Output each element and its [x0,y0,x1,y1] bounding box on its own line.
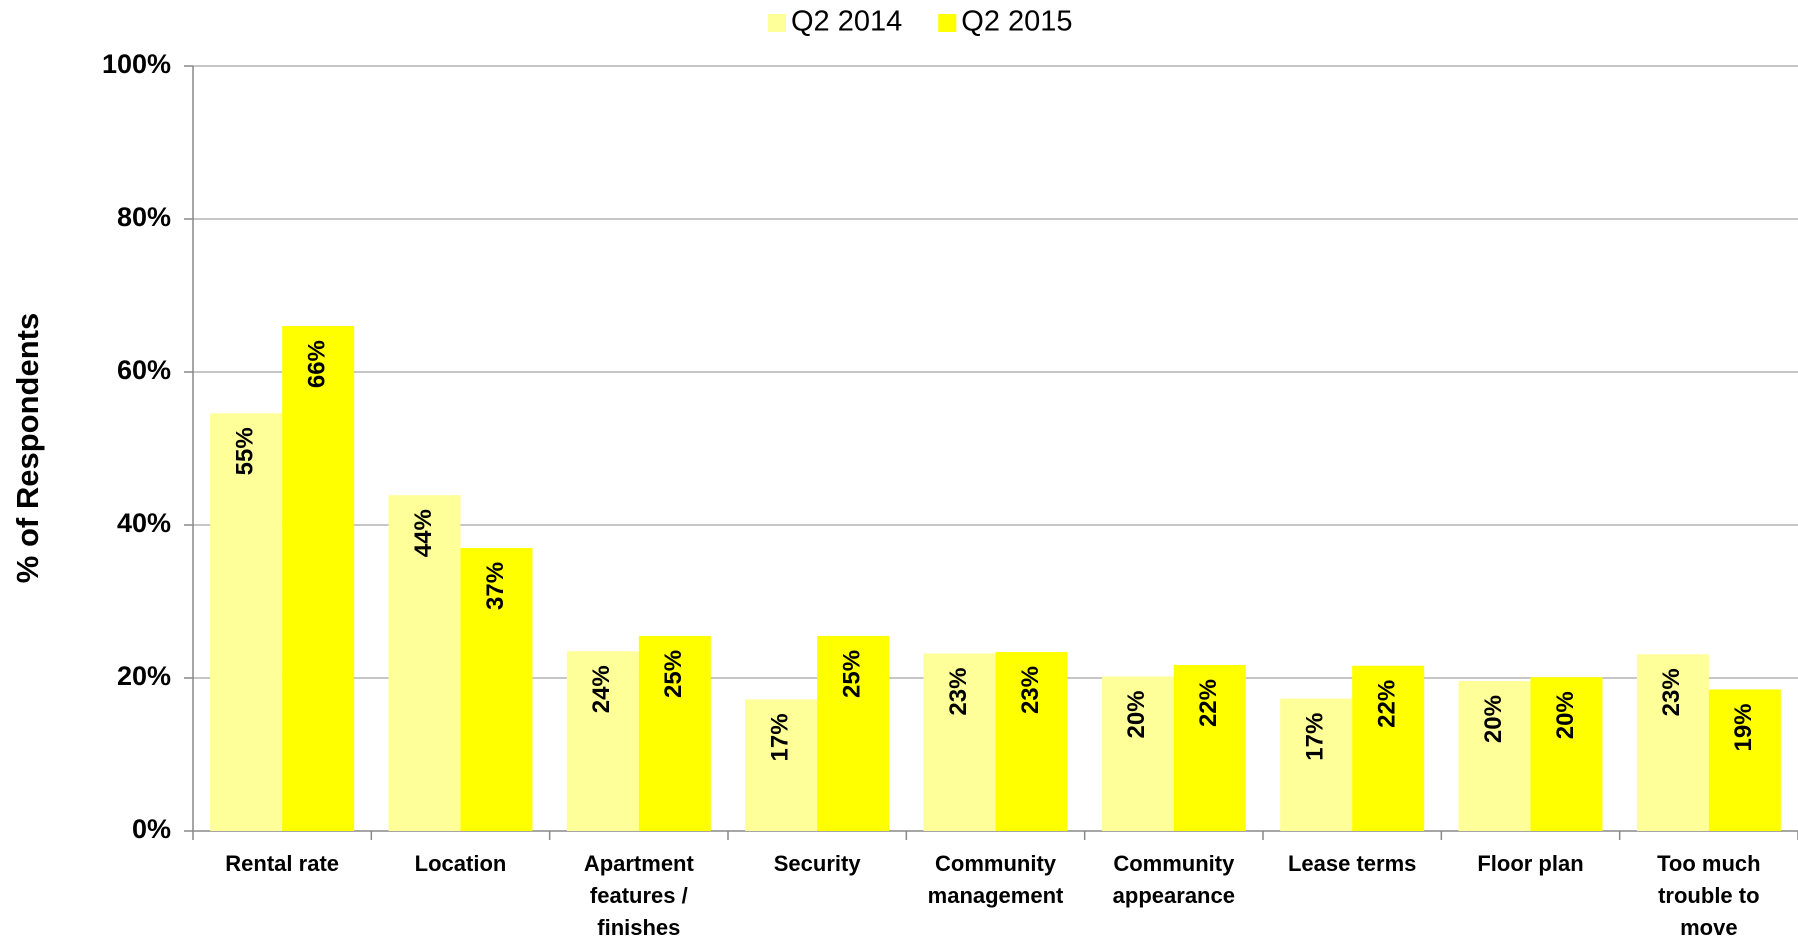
legend-label: Q2 2015 [961,6,1072,38]
bar [1530,677,1603,831]
x-tick-label: Community appearance [1113,851,1235,908]
y-axis-title: % of Respondents [10,313,45,583]
bar [210,413,283,831]
y-tick-label: 100% [102,49,171,79]
value-label: 37% [482,562,509,610]
bar [1708,689,1781,831]
legend-swatch [768,14,786,32]
bar [1458,681,1531,831]
value-label: 23% [1658,668,1685,716]
value-label: 44% [410,509,437,557]
value-label: 20% [1123,690,1150,738]
x-tick-label: Rental rate [225,851,339,876]
value-label: 19% [1730,703,1757,751]
x-tick-label: Lease terms [1288,851,1416,876]
x-tick-label: Floor plan [1477,851,1583,876]
bar [1101,676,1174,831]
bar [460,547,533,831]
bar [388,495,461,831]
value-label: 22% [1374,680,1401,728]
bar [638,635,711,831]
y-tick-label: 20% [117,661,171,691]
value-label: 17% [767,713,794,761]
bar [1636,654,1709,831]
x-tick-label: Community management [928,851,1064,908]
bar [923,653,996,831]
bar [1352,665,1425,831]
value-label: 20% [1480,695,1507,743]
y-tick-label: 80% [117,202,171,232]
bar [1173,664,1246,831]
value-label: 17% [1302,713,1329,761]
value-label: 24% [588,665,615,713]
y-tick-label: 40% [117,508,171,538]
value-label: 22% [1195,679,1222,727]
bar [1280,698,1353,831]
bar [817,635,890,831]
value-label: 66% [304,340,331,388]
value-label: 20% [1552,691,1579,739]
bar [566,651,639,831]
value-label: 55% [232,427,259,475]
bar [282,326,355,831]
legend-swatch [938,14,957,32]
x-tick-label: Location [415,851,507,876]
bar [995,651,1068,831]
value-label: 25% [839,650,866,698]
x-tick-label: Too much trouble to move [1657,851,1760,940]
legend-label: Q2 2014 [791,6,902,38]
value-label: 23% [945,668,972,716]
x-tick-label: Security [774,851,862,876]
value-label: 25% [660,650,687,698]
x-tick-label: Apartment features / finishes [584,851,695,940]
y-tick-label: 0% [132,814,171,844]
y-tick-label: 60% [117,355,171,385]
bar [745,699,818,831]
value-label: 23% [1017,666,1044,714]
